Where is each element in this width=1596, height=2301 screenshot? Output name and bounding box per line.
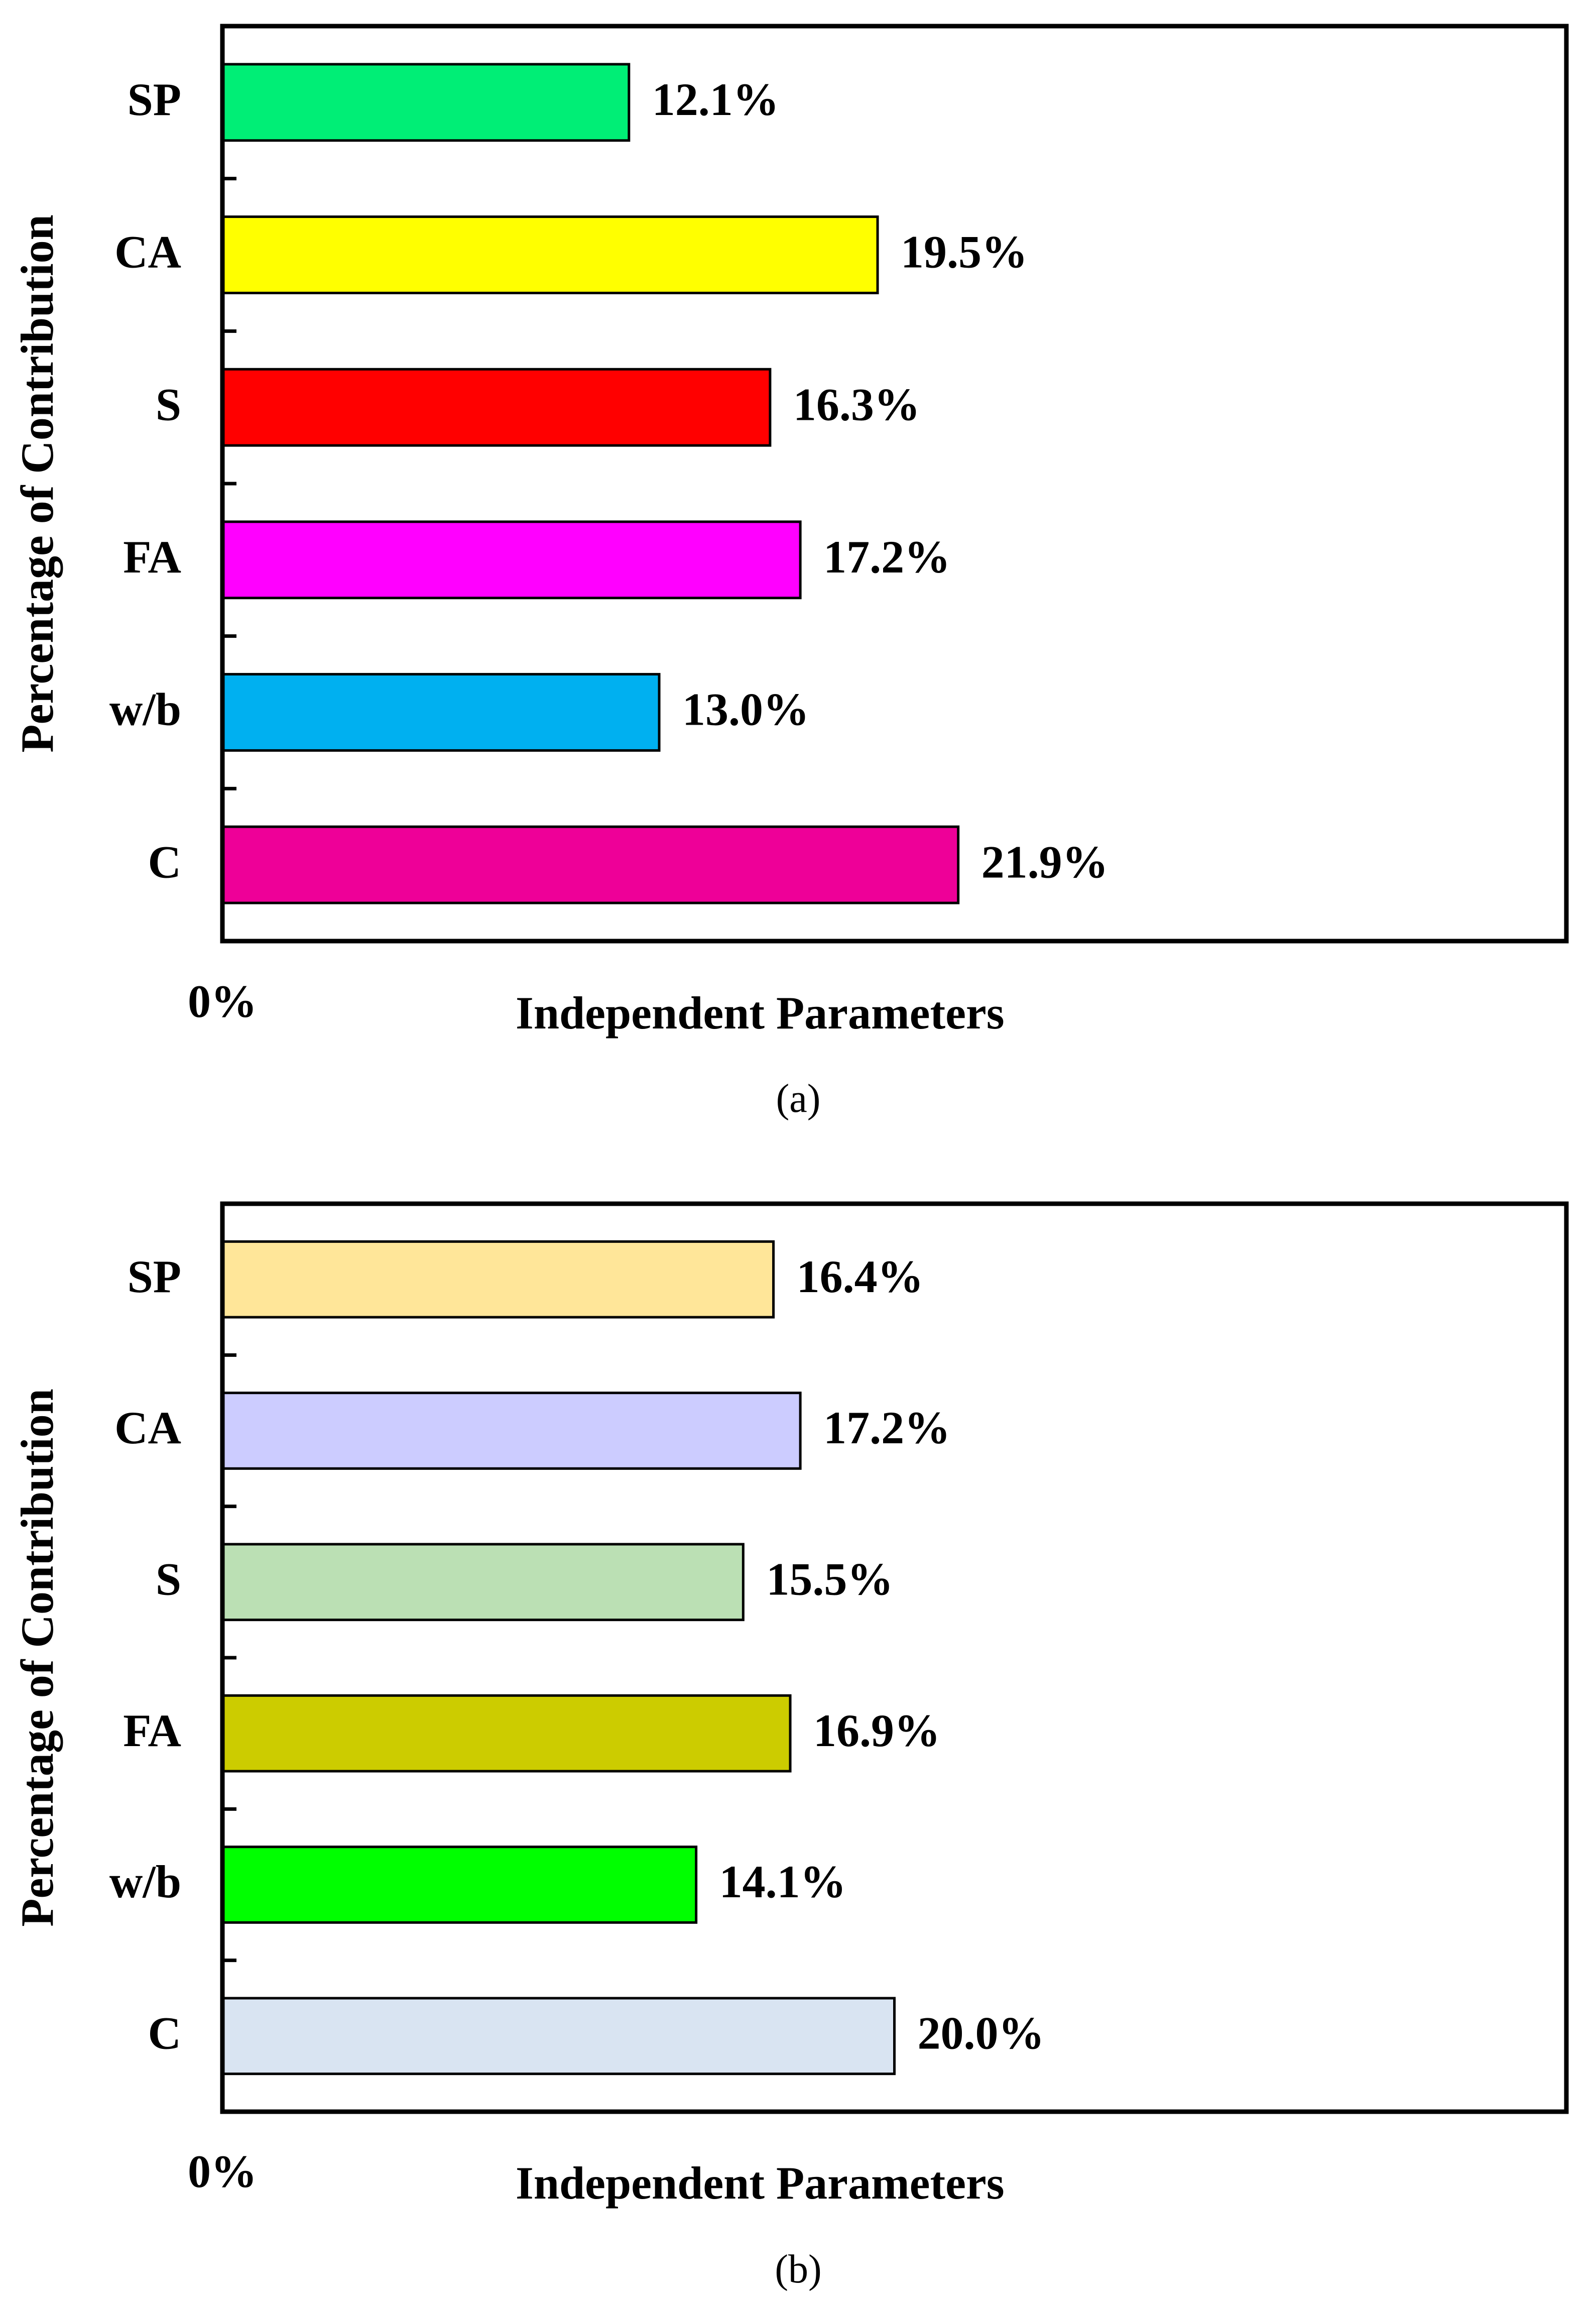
data-label: 21.9%: [981, 836, 1109, 887]
y-tick-label: FA: [123, 1705, 181, 1756]
y-tick-label: CA: [114, 226, 181, 278]
data-label: 16.4%: [797, 1251, 924, 1302]
bar: [221, 1846, 698, 1924]
y-tick-label: SP: [128, 74, 181, 125]
y-tick-label: w/b: [109, 1856, 181, 1907]
y-axis-title: Percentage of Contribution: [12, 214, 63, 752]
bar: [221, 1997, 896, 2076]
data-label: 16.3%: [793, 379, 920, 430]
plot-frame: [220, 1201, 1569, 2114]
data-label: 17.2%: [823, 531, 950, 583]
bar: [221, 1694, 792, 1773]
data-label: 12.1%: [652, 74, 779, 125]
y-tick-label: FA: [123, 531, 181, 583]
data-label: 14.1%: [719, 1856, 846, 1907]
y-tick-label: C: [148, 2007, 181, 2058]
data-label: 19.5%: [901, 226, 1028, 278]
y-tick-label: S: [156, 1553, 181, 1604]
bar: [221, 673, 661, 752]
plot-frame: [220, 24, 1569, 944]
bar: [221, 1392, 802, 1470]
bar: [221, 825, 960, 904]
x-axis-title: Independent Parameters: [516, 2157, 1005, 2209]
y-tick-label: S: [156, 379, 181, 430]
y-tick-label: CA: [114, 1402, 181, 1453]
y-tick-label: SP: [128, 1251, 181, 1302]
bar: [221, 368, 772, 447]
bar: [221, 520, 802, 600]
y-axis-title: Percentage of Contribution: [12, 1389, 63, 1926]
data-label: 16.9%: [813, 1705, 940, 1756]
bar: [221, 1543, 745, 1622]
bar: [221, 215, 879, 294]
panel-label: (b): [775, 2247, 821, 2291]
data-label: 20.0%: [918, 2007, 1045, 2058]
y-tick-label: C: [148, 836, 181, 887]
chart-b: 20.0% C 14.1% w/b 16.9% FA 15.5% S 17.2% CA 16.4% S…: [12, 1201, 1569, 2291]
y-tick-label: w/b: [109, 684, 181, 735]
x-tick-label: 0%: [188, 2146, 257, 2197]
bar: [221, 63, 631, 142]
x-axis-title: Independent Parameters: [516, 987, 1005, 1039]
panel-label: (a): [776, 1077, 821, 1121]
x-tick-label: 0%: [188, 976, 257, 1027]
chart-a: 21.9% C 13.0% w/b 17.2% FA 16.3% S 19.5% CA 12.1% S…: [12, 24, 1569, 1121]
bar: [221, 1240, 775, 1319]
data-label: 17.2%: [823, 1402, 950, 1453]
data-label: 13.0%: [682, 684, 809, 735]
data-label: 15.5%: [766, 1553, 893, 1604]
